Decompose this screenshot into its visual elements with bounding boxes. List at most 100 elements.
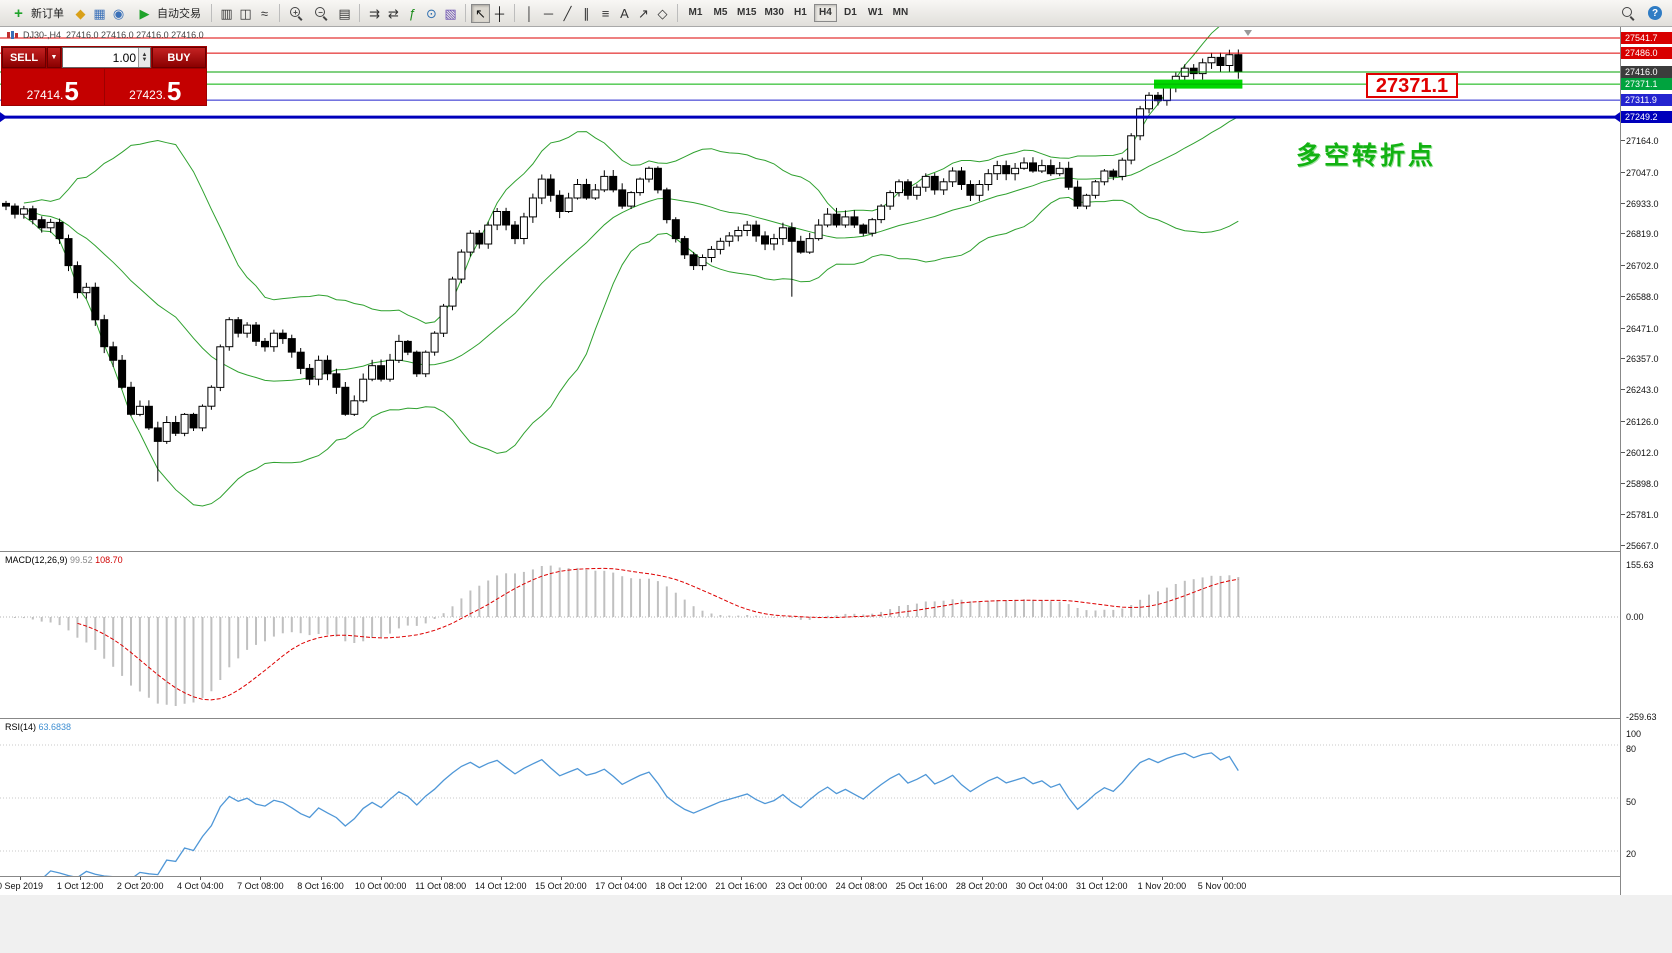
tile-windows-icon[interactable]: ▤ — [338, 5, 351, 21]
price-callout[interactable]: 27371.1 — [1366, 73, 1458, 98]
time-tick — [921, 877, 923, 880]
timeframe-group: M1 M5 M15 M30 H1 H4 D1 W1 MN — [683, 4, 913, 22]
window-icons-group: ▤ — [335, 4, 354, 23]
timeframe-H1[interactable]: H1 — [794, 7, 807, 18]
candle-body — [939, 181, 948, 191]
toolbar-separator — [279, 4, 280, 22]
fibonacci-icon[interactable]: ≡ — [601, 5, 610, 21]
candle-body — [680, 238, 689, 256]
periods-icon[interactable]: ⊙ — [426, 5, 437, 21]
sell-price[interactable]: 27414. 5 — [2, 69, 104, 105]
candle-body — [930, 175, 939, 191]
line-chart-icon[interactable]: ≈ — [260, 5, 269, 21]
tick-mark — [1621, 295, 1625, 297]
time-label: 7 Oct 08:00 — [237, 881, 284, 891]
candle-body — [144, 405, 153, 429]
zoom-out-icon[interactable]: − — [315, 6, 328, 20]
tick-mark — [1621, 482, 1625, 484]
vertical-line-icon[interactable]: │ — [525, 5, 534, 21]
timeframe-M5[interactable]: M5 — [713, 7, 728, 18]
navigator-icon[interactable]: ◉ — [112, 5, 125, 21]
candle-body — [805, 238, 814, 253]
candle-body — [1055, 167, 1064, 175]
candle-body — [1198, 62, 1207, 75]
time-axis[interactable]: 0 Sep 2019 1 Oct 12:00 2 Oct 20:00 4 Oct 04… — [0, 876, 1620, 895]
candle-body — [671, 219, 680, 240]
candle-body — [1029, 162, 1037, 172]
rsi-panel[interactable]: RSI(14) 63.6838 — [0, 718, 1620, 876]
timeframe-M30[interactable]: M30 — [764, 7, 784, 18]
candle-body — [475, 232, 484, 245]
channel-icon[interactable]: ∥ — [583, 5, 590, 21]
candle-body — [519, 216, 528, 239]
price-tick: 26126.0 — [1626, 416, 1659, 427]
candle-body — [1109, 170, 1118, 177]
search-icon[interactable] — [1622, 6, 1635, 20]
candle-body — [37, 219, 46, 229]
timeframe-MN[interactable]: MN — [892, 7, 909, 18]
time-label: 28 Oct 20:00 — [955, 881, 1008, 891]
candle-body — [493, 211, 502, 226]
timeframe-H4[interactable]: H4 — [813, 4, 837, 22]
cursor-icon[interactable]: ↖ — [471, 3, 490, 23]
new-order-button[interactable]: + 新订单 — [4, 3, 69, 24]
candle-body — [386, 359, 394, 380]
candle-body — [73, 265, 82, 294]
price-chart-canvas[interactable] — [0, 27, 1620, 551]
help-icon[interactable]: ? — [1648, 6, 1662, 20]
candle-body — [1216, 56, 1225, 66]
candle-body — [752, 224, 761, 237]
candle-body — [1064, 167, 1073, 188]
time-tick — [1161, 877, 1163, 880]
volume-spinner[interactable]: ▲ ▼ — [138, 48, 150, 67]
candle-body — [341, 386, 350, 415]
horizontal-line-icon[interactable]: ─ — [543, 5, 554, 21]
indicators-icon[interactable]: ƒ — [408, 5, 417, 21]
candle-body — [886, 192, 895, 207]
sell-button[interactable]: SELL — [2, 47, 46, 68]
market-watch-icon[interactable]: ◆ — [75, 5, 86, 21]
crosshair-icon[interactable]: ┼ — [494, 5, 505, 21]
templates-icon[interactable]: ▧ — [444, 5, 457, 21]
chart-type-icons-group: ▥ ◫ ≈ — [217, 4, 274, 23]
volume-input[interactable] — [63, 48, 138, 67]
chart-shift-icon[interactable]: ⇄ — [388, 5, 399, 21]
trendline-icon[interactable]: ╱ — [563, 5, 572, 21]
arrow-icon[interactable]: ↗ — [638, 5, 649, 21]
macd-panel[interactable]: MACD(12,26,9) 99.52 108.70 — [0, 551, 1620, 718]
chart-shift-marker[interactable] — [1244, 30, 1252, 36]
candle-body — [698, 257, 707, 267]
shapes-icon[interactable]: ◇ — [657, 5, 668, 21]
rsi-canvas[interactable] — [0, 719, 1620, 876]
text-icon[interactable]: A — [620, 5, 629, 21]
buy-price[interactable]: 27423. 5 — [104, 69, 206, 105]
price-scale[interactable]: 27164.0 27047.0 26933.0 26819.0 26702.0 26588… — [1620, 27, 1672, 895]
sell-options-dropdown[interactable]: ▼ — [47, 47, 61, 68]
timeframe-W1[interactable]: W1 — [867, 7, 883, 18]
sell-price-pip: 5 — [64, 76, 79, 106]
zoom-in-icon[interactable]: + — [290, 6, 303, 20]
rsi-line — [44, 752, 1239, 876]
timeframe-M1[interactable]: M1 — [688, 7, 703, 18]
candle-body — [359, 378, 368, 402]
candle-body — [332, 373, 341, 388]
auto-scroll-icon[interactable]: ⇉ — [369, 5, 380, 21]
price-marker: 27541.7 — [1621, 32, 1672, 44]
candle-body — [841, 216, 850, 226]
tick-mark — [1621, 420, 1625, 422]
bb-upper — [23, 27, 1220, 324]
candle-body — [573, 184, 582, 199]
candle-body — [457, 251, 466, 280]
buy-button[interactable]: BUY — [152, 47, 206, 68]
macd-canvas[interactable] — [0, 552, 1620, 718]
candlestick-icon[interactable]: ◫ — [239, 5, 252, 21]
pointer-icons-group: ↖ ┼ — [471, 3, 509, 23]
candle-body — [1162, 86, 1171, 102]
autotrade-button[interactable]: ▶ 自动交易 — [130, 3, 206, 24]
data-window-icon[interactable]: ▦ — [93, 5, 106, 21]
tick-mark — [1621, 202, 1625, 204]
timeframe-M15[interactable]: M15 — [737, 7, 757, 18]
timeframe-D1[interactable]: D1 — [844, 7, 857, 18]
main-chart[interactable]: DJ30-,H4 27416.0 27416.0 27416.0 27416.0… — [0, 27, 1620, 551]
bar-chart-icon[interactable]: ▥ — [220, 5, 233, 21]
